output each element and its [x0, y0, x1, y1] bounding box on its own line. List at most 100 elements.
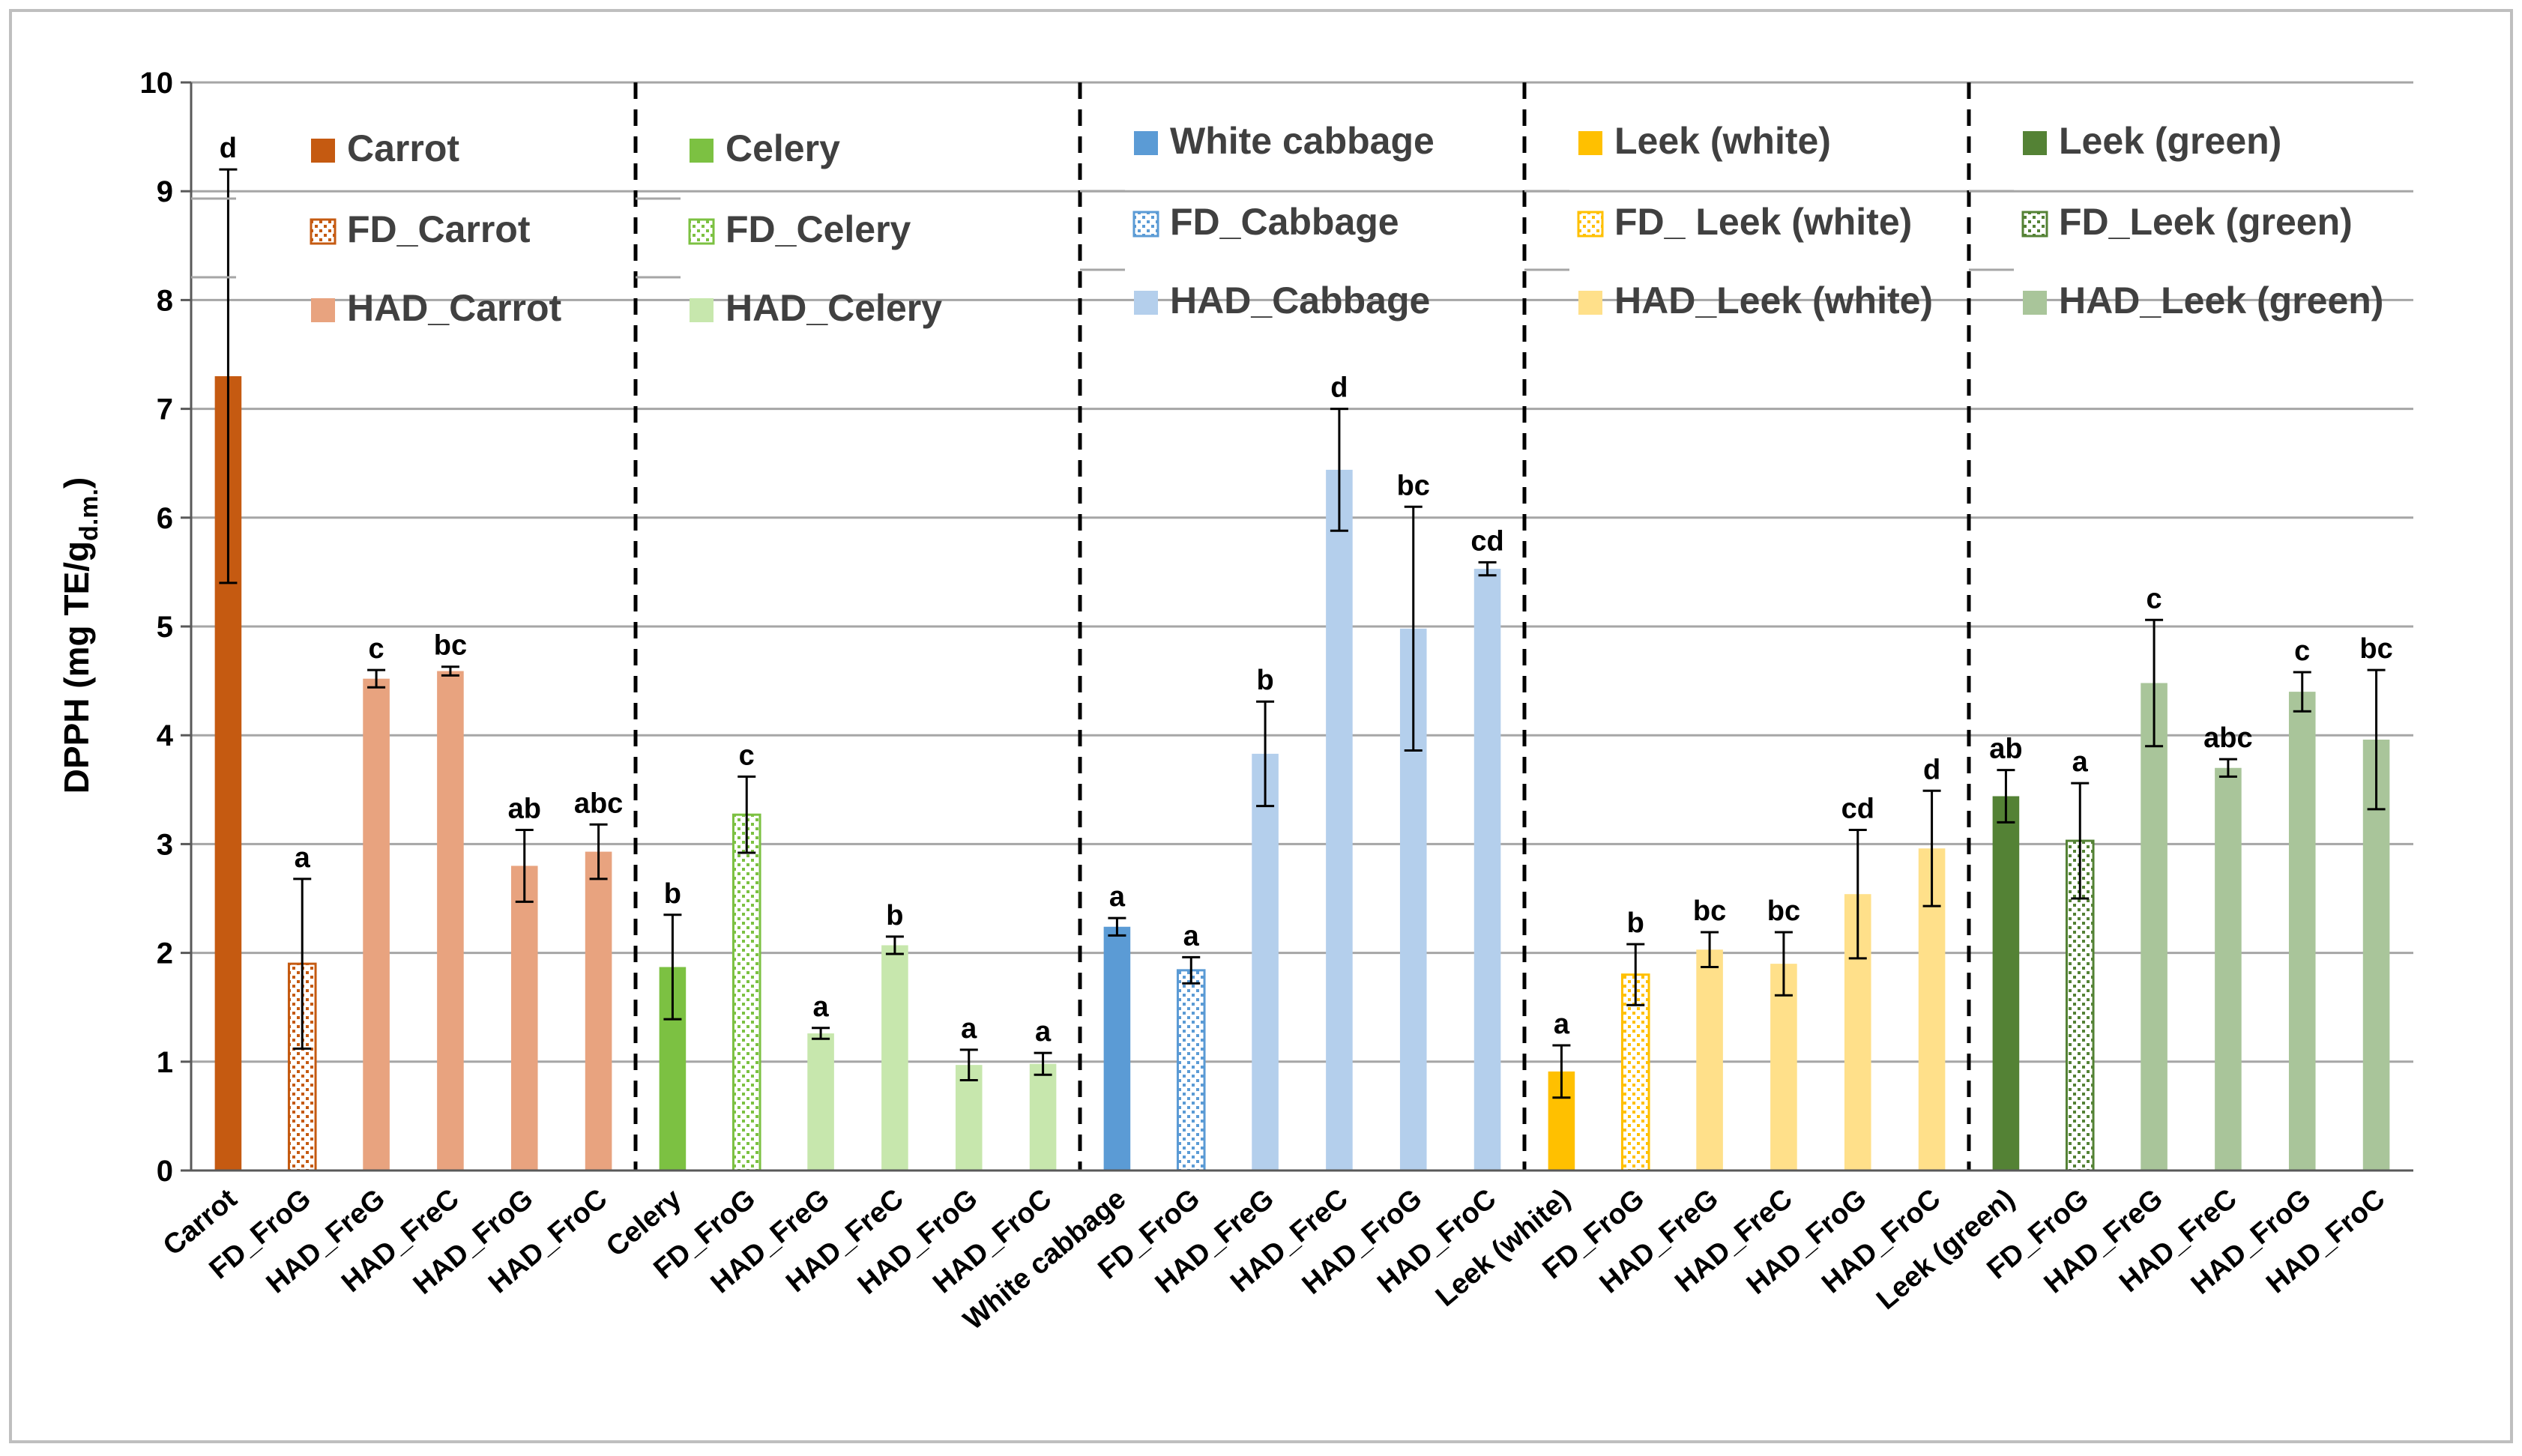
legend-label: White cabbage [1170, 120, 1435, 162]
legend-swatch [1578, 291, 1602, 315]
bar [585, 851, 612, 1170]
legend-label: FD_Leek (green) [2059, 201, 2353, 243]
legend-label: HAD_Celery [725, 287, 942, 329]
significance-letter: c [2147, 583, 2162, 614]
gridlines [191, 81, 2413, 1063]
legend-swatch [2021, 211, 2048, 238]
bar [1029, 1063, 1057, 1170]
bar [437, 671, 464, 1170]
y-tick-label: 9 [157, 175, 173, 208]
significance-letter: cd [1841, 794, 1874, 825]
legend-swatch [311, 298, 335, 322]
y-tick-label: 0 [157, 1155, 173, 1188]
significance-letter: c [2294, 635, 2310, 667]
significance-letter: bc [2359, 633, 2392, 665]
significance-letter: b [664, 878, 681, 910]
outer-frame [9, 9, 2513, 1443]
bar [2288, 692, 2316, 1170]
legend-swatch [1134, 291, 1158, 315]
legend-swatch [690, 139, 714, 163]
y-tick-label: 3 [157, 828, 173, 861]
bar [1252, 753, 1279, 1170]
bar [2215, 767, 2242, 1170]
legend-label: HAD_Leek (white) [1614, 280, 1933, 321]
legend-label: Leek (green) [2059, 120, 2281, 162]
y-tick-label: 2 [157, 937, 173, 970]
significance-letter: c [739, 740, 755, 771]
significance-letter: ab [1989, 734, 2022, 765]
legend-label: Carrot [347, 127, 459, 169]
legend-swatch [688, 218, 715, 245]
significance-letter: ab [508, 794, 541, 825]
significance-letter: bc [1397, 470, 1430, 501]
legend-label: FD_ Leek (white) [1614, 201, 1912, 243]
bar [731, 813, 761, 1172]
significance-letter: a [1109, 881, 1126, 913]
legend-swatch [2023, 291, 2047, 315]
bar [1326, 469, 1353, 1170]
significance-letter: d [1330, 372, 1348, 404]
bar [807, 1033, 834, 1170]
y-tick-label: 10 [140, 67, 174, 100]
legend-label: FD_Celery [725, 208, 911, 250]
bar [2362, 740, 2390, 1170]
legend-label: FD_Cabbage [1170, 201, 1399, 243]
significance-letter: bc [434, 630, 467, 662]
significance-letter: a [961, 1013, 977, 1045]
legend-label: HAD_Carrot [347, 287, 562, 329]
significance-letter: cd [1470, 525, 1503, 557]
significance-letter: c [369, 633, 384, 665]
bar [1696, 949, 1723, 1170]
significance-letter: a [813, 991, 830, 1023]
legends: Carrot FD_Carrot HAD_Carrot Celery FD_Celery… [191, 120, 2383, 329]
y-tick-label: 5 [157, 611, 173, 644]
bar [1770, 964, 1797, 1170]
bar [363, 678, 390, 1170]
significance-letter: a [1554, 1009, 1570, 1040]
legend-label: Celery [725, 127, 840, 169]
legend-swatch [1132, 211, 1159, 238]
bar [1103, 926, 1131, 1170]
legend-swatch [1577, 211, 1604, 238]
significance-letter: a [295, 842, 311, 874]
significance-letter: a [1035, 1016, 1052, 1048]
y-tick-label: 6 [157, 502, 173, 535]
bar [510, 866, 538, 1170]
y-tick-label: 1 [157, 1046, 173, 1079]
significance-letter: bc [1767, 895, 1800, 927]
y-tick-label: 4 [157, 719, 174, 752]
significance-letter: d [220, 133, 237, 164]
legend-swatch [2023, 131, 2047, 155]
significance-letter: abc [574, 788, 623, 819]
bar [1992, 796, 2020, 1170]
legend-label: HAD_Cabbage [1170, 280, 1430, 321]
bar [2141, 683, 2167, 1170]
significance-letter: b [886, 900, 903, 931]
significance-letter: b [1256, 665, 1273, 696]
legend-swatch [310, 218, 337, 245]
legend-swatch [1134, 131, 1158, 155]
significance-letter: a [1183, 920, 1200, 952]
significance-letter: b [1627, 907, 1644, 939]
significance-letter: abc [2203, 722, 2252, 754]
bar [1473, 569, 1501, 1170]
significance-letter: bc [1693, 895, 1726, 927]
significance-letter: d [1923, 754, 1940, 785]
legend-label: HAD_Leek (green) [2059, 280, 2383, 321]
legend-swatch [311, 139, 335, 163]
legend-label: Leek (white) [1614, 120, 1831, 162]
legend-label: FD_Carrot [347, 208, 531, 250]
bar [955, 1065, 983, 1170]
y-axis-label: DPPH (mg TE/gd.m.) [57, 477, 103, 794]
legend-swatch [1578, 131, 1602, 155]
significance-letter: a [2072, 746, 2089, 778]
legend-swatch [690, 298, 714, 322]
group-dividers [633, 82, 1971, 1170]
bar [1176, 969, 1206, 1172]
y-tick-label: 7 [157, 393, 173, 426]
y-tick-label: 8 [157, 284, 173, 317]
bar [881, 945, 908, 1170]
